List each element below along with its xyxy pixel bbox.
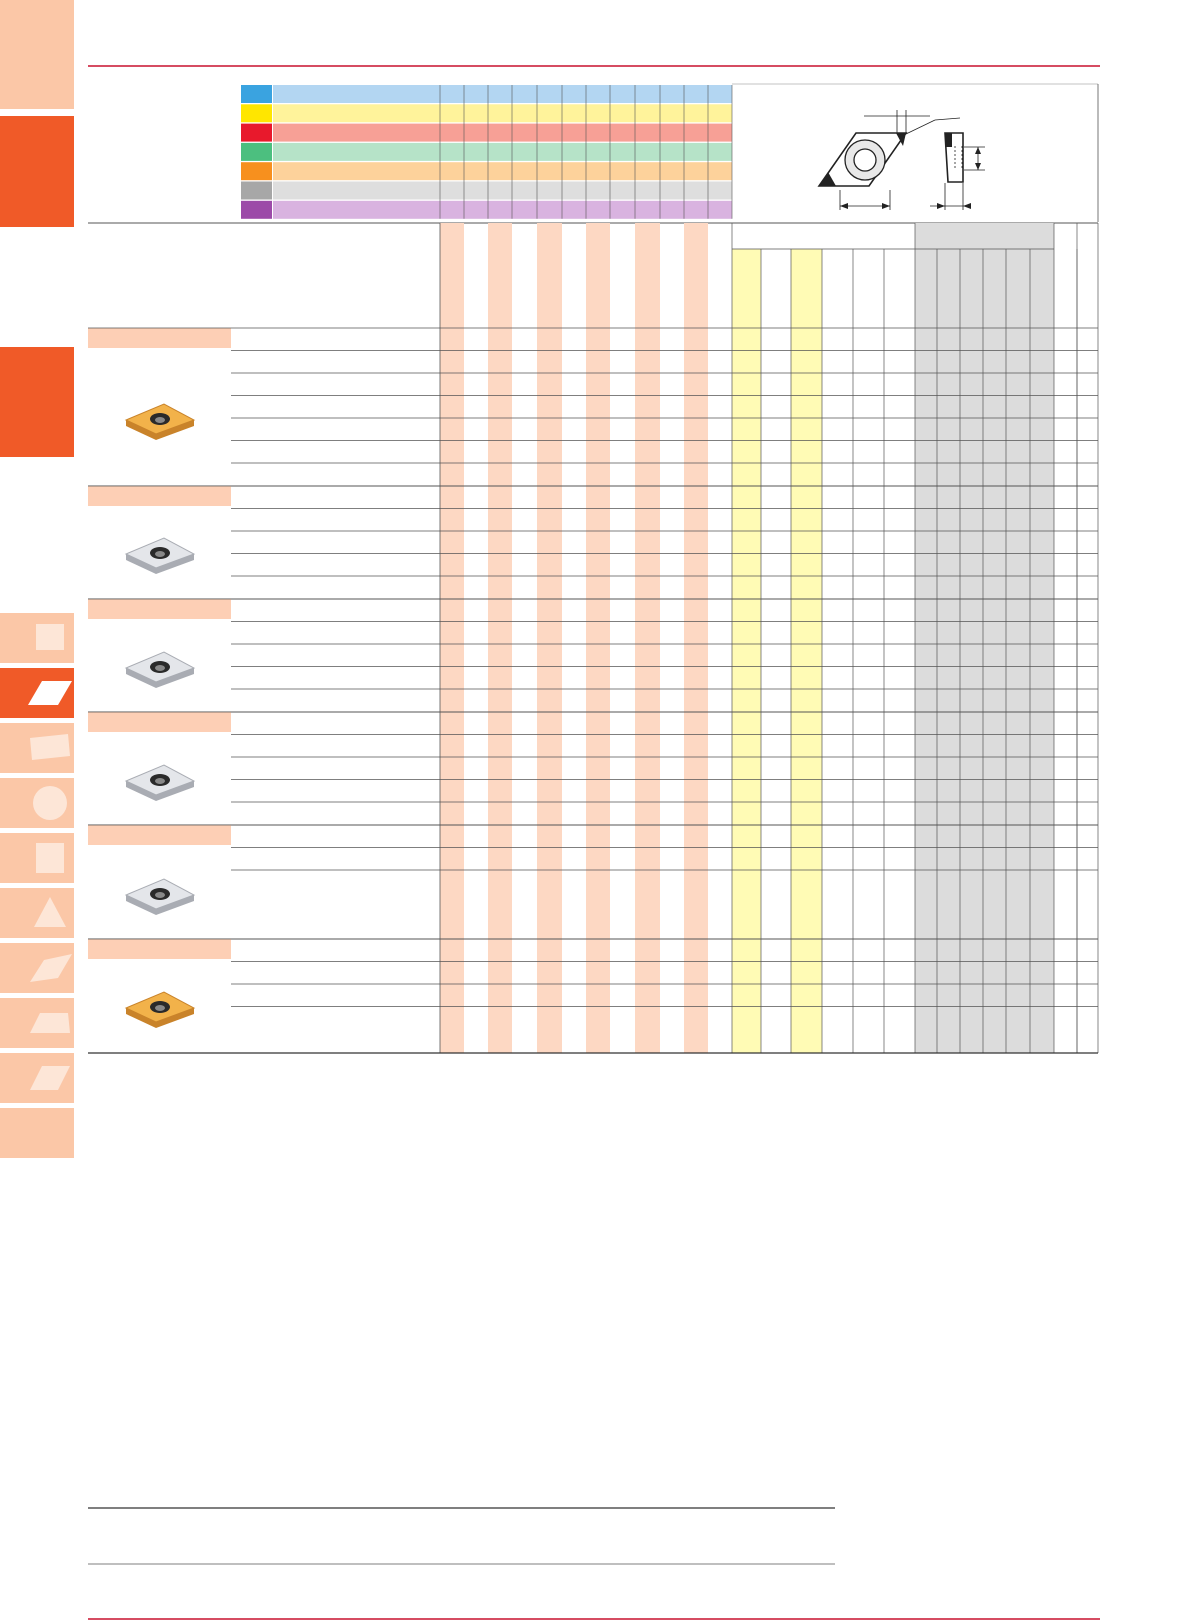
legend-band-N bbox=[273, 142, 732, 161]
group-header-band bbox=[88, 712, 231, 732]
group-header-band bbox=[88, 825, 231, 845]
diagram-side-insert-tip bbox=[945, 133, 952, 147]
diagram-corner-tip bbox=[896, 133, 906, 146]
group-header-band bbox=[88, 939, 231, 959]
hexagon-insert-icon bbox=[30, 734, 70, 760]
insert-side-face bbox=[126, 1008, 156, 1028]
insert-side-face bbox=[156, 781, 194, 801]
sidebar-tab-11[interactable] bbox=[0, 998, 74, 1048]
insert-hole-inner bbox=[155, 892, 165, 898]
group-header-band bbox=[88, 328, 231, 348]
sidebar-tab-7[interactable] bbox=[0, 778, 74, 828]
diagram-arrow bbox=[840, 203, 848, 209]
diagram-arrow bbox=[975, 163, 981, 170]
insert-hole-inner bbox=[155, 417, 165, 423]
group-header-band bbox=[88, 486, 231, 506]
legend-band-P bbox=[273, 85, 732, 103]
rhombus-outline-icon bbox=[30, 1066, 70, 1090]
silver-insert-icon bbox=[124, 878, 196, 915]
legend-swatch-O bbox=[241, 200, 272, 219]
insert-side-face bbox=[126, 420, 156, 440]
diagram-leader-line bbox=[934, 117, 961, 121]
legend-swatch-S bbox=[241, 162, 272, 181]
triangle-insert-icon bbox=[34, 897, 66, 927]
diagram-arrow bbox=[963, 203, 971, 209]
round-insert-icon bbox=[33, 786, 67, 820]
trapezoid-insert-icon bbox=[30, 1013, 70, 1033]
diagram-arrow bbox=[975, 147, 981, 154]
legend-swatch-M bbox=[241, 104, 272, 123]
insert-side-face bbox=[156, 420, 194, 440]
insert-hole-inner bbox=[155, 665, 165, 671]
legend-swatch-P bbox=[241, 85, 272, 103]
sidebar-tab-8[interactable] bbox=[0, 833, 74, 883]
diagram-corner-tip bbox=[819, 172, 836, 186]
grade-column-stripe bbox=[440, 223, 464, 1053]
legend-band-S bbox=[273, 162, 732, 181]
legend-swatch-N bbox=[241, 142, 272, 161]
footer-rules bbox=[88, 1507, 1100, 1620]
sidebar-tab-2[interactable] bbox=[0, 116, 74, 227]
legend-swatch-K bbox=[241, 123, 272, 142]
insert-side-face bbox=[126, 895, 156, 915]
sidebar-tab-4[interactable] bbox=[0, 613, 74, 663]
silver-insert-icon bbox=[124, 651, 196, 688]
insert-side-face bbox=[126, 781, 156, 801]
rhombus-insert-icon bbox=[28, 681, 72, 705]
silver-insert-icon bbox=[124, 537, 196, 574]
diagram-hole-inner bbox=[853, 148, 877, 172]
insert-images bbox=[124, 403, 196, 1028]
legend-band-H bbox=[273, 181, 732, 200]
material-legend bbox=[241, 85, 733, 219]
grade-column-stripe bbox=[684, 223, 708, 1053]
insert-hole-inner bbox=[155, 1005, 165, 1011]
insert-side-face bbox=[126, 554, 156, 574]
sidebar-tab-12[interactable] bbox=[0, 1053, 74, 1103]
sidebar-tab-13[interactable] bbox=[0, 1108, 74, 1158]
insert-hole-inner bbox=[155, 778, 165, 784]
gold-insert-icon bbox=[124, 991, 196, 1028]
parallelogram-insert-icon bbox=[30, 954, 72, 982]
silver-insert-icon bbox=[124, 764, 196, 801]
insert-hole-inner bbox=[155, 551, 165, 557]
gold-insert-icon bbox=[124, 403, 196, 440]
dimension-highlight-column bbox=[732, 249, 761, 1053]
grade-column-stripe bbox=[537, 223, 562, 1053]
grade-column-stripe bbox=[488, 223, 512, 1053]
grade-column-stripe bbox=[586, 223, 610, 1053]
insert-dimension-diagram bbox=[732, 83, 1099, 222]
dimension-highlight-column bbox=[791, 249, 822, 1053]
sidebar-tab-6[interactable] bbox=[0, 723, 74, 773]
insert-side-face bbox=[156, 1008, 194, 1028]
diagram-leader-line bbox=[905, 119, 936, 135]
diagram-arrow bbox=[937, 203, 945, 209]
legend-band-M bbox=[273, 104, 732, 123]
square-insert-icon bbox=[36, 624, 64, 650]
legend-band-K bbox=[273, 123, 732, 142]
legend-swatch-H bbox=[241, 181, 272, 200]
sidebar-tab-3[interactable] bbox=[0, 347, 74, 457]
holder-shaded-block bbox=[915, 223, 1054, 1053]
insert-side-face bbox=[156, 668, 194, 688]
grade-column-stripe bbox=[635, 223, 660, 1053]
insert-side-face bbox=[126, 668, 156, 688]
insert-side-face bbox=[156, 554, 194, 574]
square-outline-icon bbox=[36, 843, 64, 873]
sidebar-tab-9[interactable] bbox=[0, 888, 74, 938]
sidebar-tab-5[interactable] bbox=[0, 668, 74, 718]
insert-side-face bbox=[156, 895, 194, 915]
grade-table bbox=[88, 222, 1099, 1054]
group-header-band bbox=[88, 599, 231, 619]
legend-band-O bbox=[273, 200, 732, 219]
diagram-arrow bbox=[882, 203, 890, 209]
sidebar-tab-10[interactable] bbox=[0, 943, 74, 993]
sidebar-tab-1[interactable] bbox=[0, 0, 74, 109]
